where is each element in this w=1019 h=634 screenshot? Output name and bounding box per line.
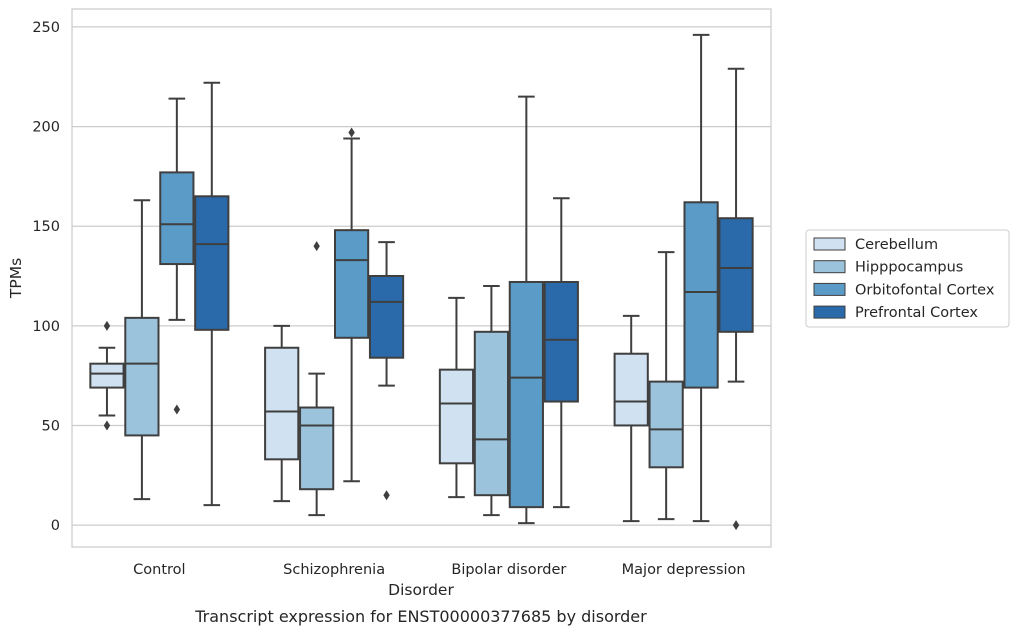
y-tick-label: 100 [32,319,60,335]
box [508,95,544,525]
legend-swatch [813,260,846,274]
y-tick-label: 50 [42,418,60,434]
box-body [508,280,544,509]
legend-label: Hipppocampus [855,260,963,276]
box-group [89,81,230,507]
box [438,296,475,499]
legend-label: Prefrontal Cortex [855,305,978,321]
box-body [368,275,405,359]
y-tick-label: 250 [32,20,60,36]
box-groups [89,33,754,531]
box-body [648,380,684,469]
outlier-marker [313,241,320,252]
outlier-marker [103,420,111,431]
x-tick-label: Schizophrenia [283,562,385,578]
legend-swatch [813,237,846,251]
box [299,241,335,517]
y-axis-label: TPMs [7,258,25,299]
outlier-marker [348,127,355,138]
legend-label: Orbitofontal Cortex [855,282,995,298]
box-body [613,352,649,427]
box-group [438,95,579,525]
box-body [124,316,160,437]
x-axis-label: Disorder [388,581,454,599]
outlier-marker [173,404,181,415]
legend-swatch [813,305,846,319]
box-body [543,280,579,403]
y-tick-label: 150 [32,219,60,235]
x-tick-labels: Control Schizophrenia Bipolar disorder Majo… [133,562,745,578]
box [333,127,370,483]
y-tick-label: 200 [32,120,60,136]
x-tick-label: Bipolar disorder [451,562,566,578]
box [264,324,300,503]
plot-area-frame [71,8,772,548]
box-body [299,406,335,491]
chart-caption: Transcript expression for ENST0000037768… [194,607,647,626]
box [194,81,230,507]
box-body [438,368,475,465]
legend-label: Cerebellum [855,237,938,253]
legend-swatch [813,282,846,296]
box-body [718,217,754,333]
box [543,197,579,509]
box-group [264,127,405,517]
box [368,241,405,501]
box [124,199,160,501]
box-body [333,229,370,339]
box [473,284,510,517]
y-tick-label: 0 [51,518,60,534]
outlier-marker [732,520,740,531]
box-group [613,33,754,531]
box [89,320,125,431]
x-tick-label: Major depression [622,562,746,578]
box-body [89,362,125,389]
legend: Cerebellum Hipppocampus Orbitofontal Corte… [805,229,1010,328]
box-body [194,195,230,331]
legend-frame [805,229,1010,328]
box [683,33,719,523]
box [718,67,754,531]
box-body [264,346,300,461]
box [648,251,684,521]
box-body [159,171,195,266]
box [613,314,649,523]
outlier-marker [103,320,111,331]
box-body [683,201,719,389]
y-tick-labels: 0 50 100 150 200 250 [32,20,60,534]
x-tick-label: Control [133,562,185,578]
outlier-marker [383,490,390,501]
box-body [473,330,510,497]
box [159,97,195,415]
